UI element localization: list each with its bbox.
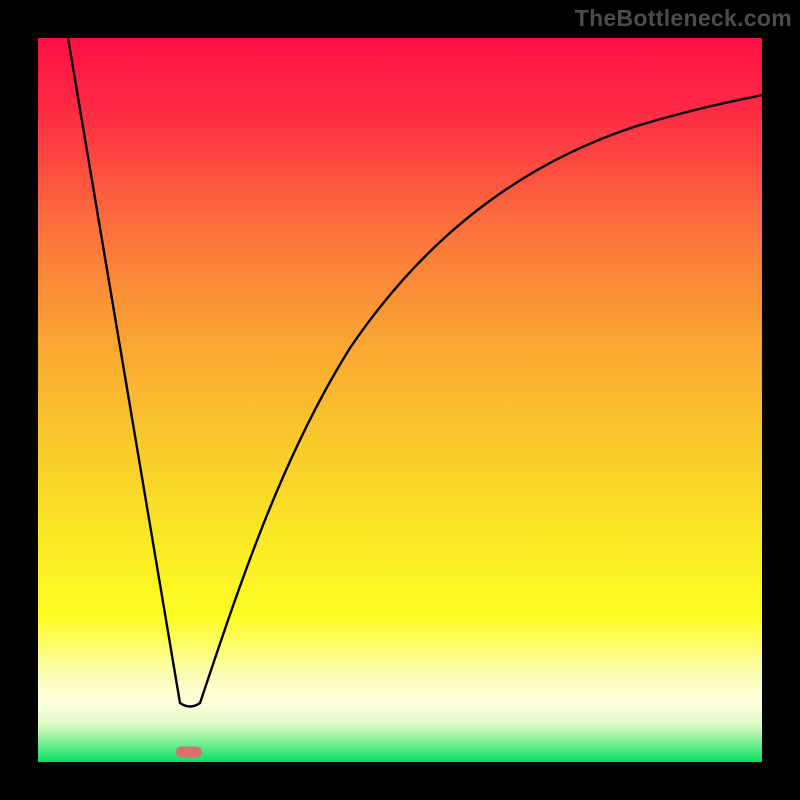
plot-area <box>38 38 762 762</box>
figure-root: TheBottleneck.com <box>0 0 800 800</box>
optimum-marker <box>176 747 202 758</box>
optimum-marker-rect <box>176 747 202 758</box>
watermark-text: TheBottleneck.com <box>575 5 792 32</box>
